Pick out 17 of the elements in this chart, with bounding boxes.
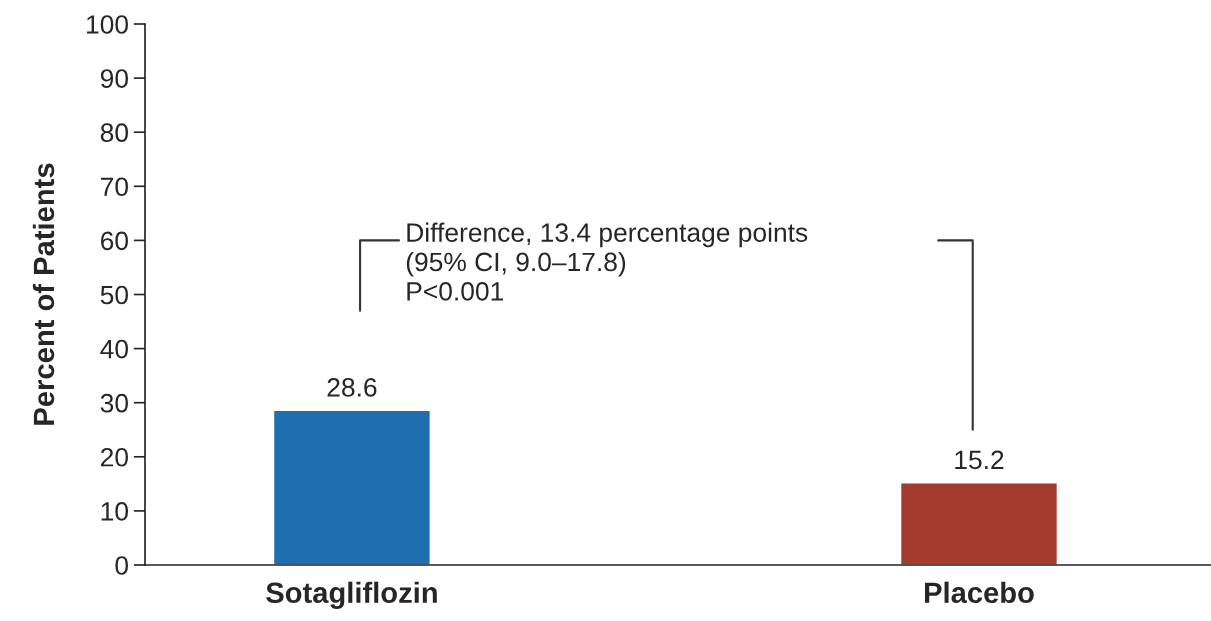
y-tick-label: 70 (101, 177, 128, 197)
x-tick-label: Sotagliflozin (266, 581, 437, 609)
y-tick-label: 60 (101, 231, 128, 251)
y-axis-title: Percent of Patients (32, 163, 55, 425)
x-tick-label: Placebo (925, 581, 1034, 604)
y-tick-label: 20 (101, 447, 128, 467)
y-tick-label: 40 (100, 339, 128, 359)
annotation: Difference, 13.4 percentage points (95% CI, 9.0–17.8) P<0.001 (406, 222, 808, 301)
y-tick-label: 100 (87, 15, 128, 34)
y-tick-label: 80 (100, 123, 128, 143)
y-tick-label: 0 (115, 556, 128, 575)
data-label: 28.6 (327, 378, 377, 397)
y-tick-label: 30 (100, 393, 128, 413)
y-tick-label: 50 (100, 285, 128, 305)
data-label: 15.2 (955, 450, 1004, 470)
y-tick-label: 90 (100, 69, 128, 88)
y-tick-label: 10 (101, 502, 128, 521)
